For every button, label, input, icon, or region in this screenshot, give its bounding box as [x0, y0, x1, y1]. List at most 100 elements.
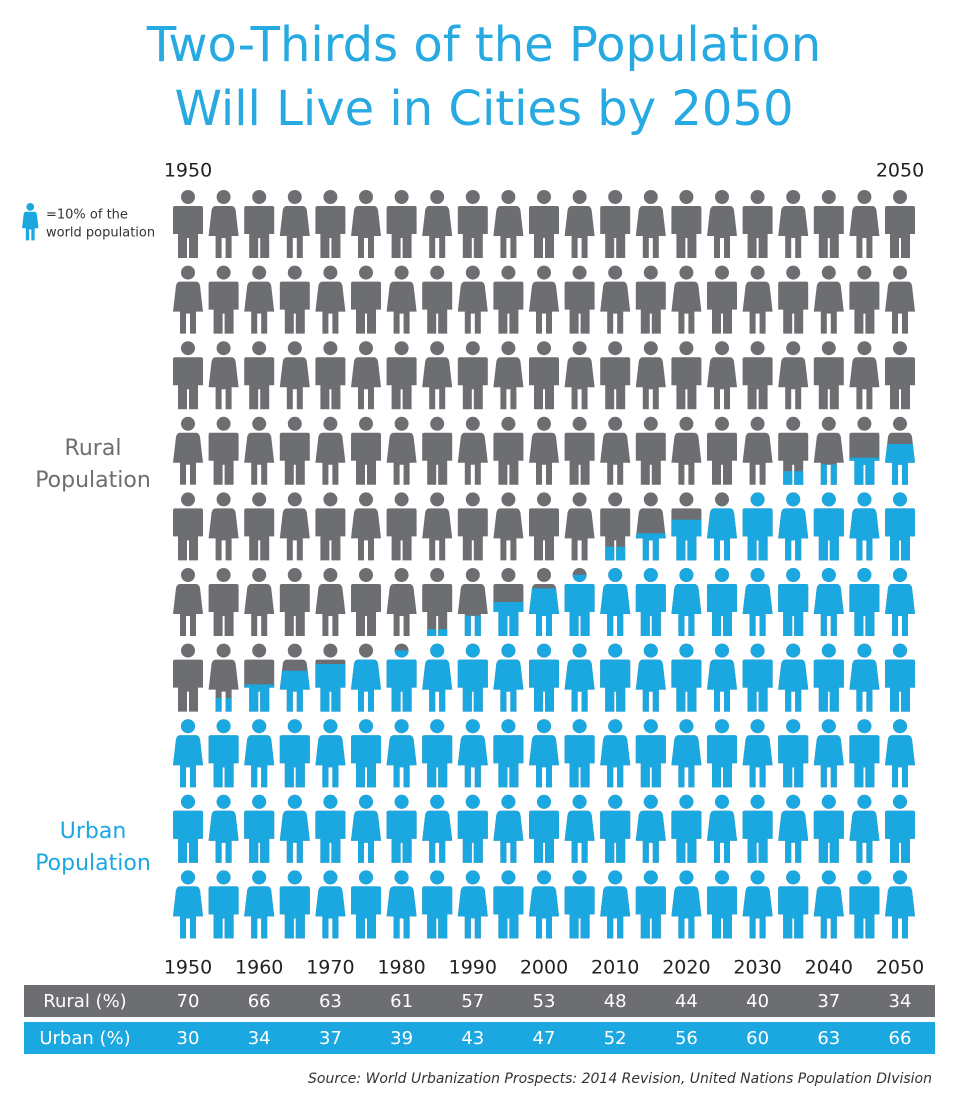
person-urban [778, 719, 809, 788]
figure-column [244, 190, 275, 939]
person [564, 190, 595, 258]
person [742, 265, 773, 334]
rural-label: Population [35, 468, 151, 493]
person-urban [671, 870, 702, 939]
figure-column [600, 190, 631, 939]
person [635, 416, 666, 485]
table-cell: 52 [604, 1028, 627, 1049]
person-urban [422, 870, 453, 939]
person [208, 265, 239, 334]
person [849, 190, 880, 258]
person [564, 492, 595, 561]
person-urban [529, 870, 559, 939]
person-urban [173, 870, 203, 939]
person-urban [244, 870, 275, 939]
person-urban [635, 794, 666, 863]
person [457, 341, 488, 410]
person [315, 341, 346, 410]
person-urban [885, 794, 915, 863]
person [707, 341, 737, 410]
person-urban [885, 643, 915, 712]
person [422, 341, 453, 410]
table-cell: 53 [533, 991, 556, 1012]
person [529, 341, 559, 410]
person [529, 492, 559, 561]
table-cell: 66 [889, 1028, 912, 1049]
person [600, 265, 631, 334]
legend-icon [22, 203, 39, 241]
person [457, 568, 488, 636]
source: Source: World Urbanization Prospects: 20… [308, 1071, 932, 1087]
person-urban [635, 719, 666, 788]
person-urban [849, 719, 880, 788]
person-urban [778, 492, 809, 561]
person [707, 265, 737, 334]
person [778, 265, 809, 334]
person-urban [778, 794, 809, 863]
table-cell: 56 [675, 1028, 698, 1049]
person-urban [707, 794, 737, 863]
person-urban [600, 794, 631, 863]
person [493, 190, 524, 258]
person [529, 190, 559, 258]
title-line: Two-Thirds of the Population [146, 17, 821, 73]
person-urban [742, 870, 773, 939]
person [671, 265, 702, 334]
x-tick-label: 1970 [306, 957, 354, 979]
person-urban [315, 794, 346, 863]
person [386, 190, 417, 258]
person-urban [173, 719, 203, 788]
table-cell: 30 [177, 1028, 200, 1049]
table-cell: 48 [604, 991, 627, 1012]
person-urban [885, 492, 915, 561]
person-urban [564, 794, 595, 863]
row-label: Urban (%) [39, 1028, 130, 1049]
person-urban [279, 719, 310, 788]
figure-column [279, 190, 310, 939]
person-urban [422, 794, 453, 863]
person [457, 416, 488, 485]
person-urban [493, 794, 524, 863]
person-urban [813, 794, 844, 863]
table-row [24, 1022, 935, 1054]
person [279, 190, 310, 258]
x-tick-label: 2000 [520, 957, 568, 979]
person [885, 190, 915, 258]
x-tick-label: 2020 [662, 957, 710, 979]
x-tick-label: 1960 [235, 957, 283, 979]
x-tick-label: 1990 [449, 957, 497, 979]
x-tick-label: 1950 [164, 957, 212, 979]
person-urban [778, 870, 809, 939]
table-cell: 37 [817, 991, 840, 1012]
top-year-label: 2050 [876, 160, 924, 182]
person [422, 190, 453, 258]
person-urban [600, 870, 631, 939]
person [351, 416, 381, 485]
person [173, 568, 203, 636]
x-tick-label: 2030 [733, 957, 781, 979]
person [457, 265, 488, 334]
person-urban [244, 719, 275, 788]
person [600, 190, 631, 258]
person [493, 492, 524, 561]
person [244, 341, 275, 410]
figure-column [707, 190, 737, 939]
person-urban [707, 643, 737, 712]
person [635, 492, 666, 561]
person-urban [457, 643, 488, 712]
person-urban [813, 643, 844, 712]
person [671, 341, 702, 410]
urban-label: Urban [60, 819, 127, 844]
table-cell: 57 [461, 991, 484, 1012]
person [707, 416, 737, 485]
person [742, 190, 773, 258]
person [351, 492, 381, 561]
table-cell: 37 [319, 1028, 342, 1049]
person [279, 341, 310, 410]
person [208, 643, 239, 712]
person-urban [885, 568, 915, 636]
person [315, 568, 346, 636]
person [529, 416, 559, 485]
person [208, 341, 239, 410]
